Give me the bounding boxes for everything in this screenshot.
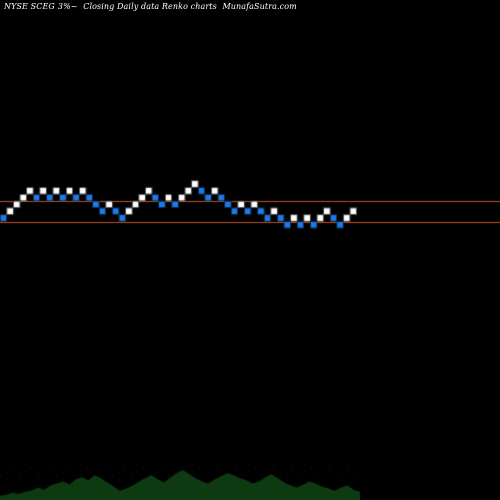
chart-title: NYSE SCEG 3%~ Closing Daily data Renko ch…: [4, 2, 300, 11]
title-description: Closing Daily data Renko charts: [83, 2, 217, 11]
title-pct: 3%: [57, 2, 71, 11]
title-site: MunafaSutra.com: [222, 2, 297, 11]
title-symbol: NYSE SCEG: [4, 2, 55, 11]
title-pct-suffix: ~: [70, 2, 78, 11]
